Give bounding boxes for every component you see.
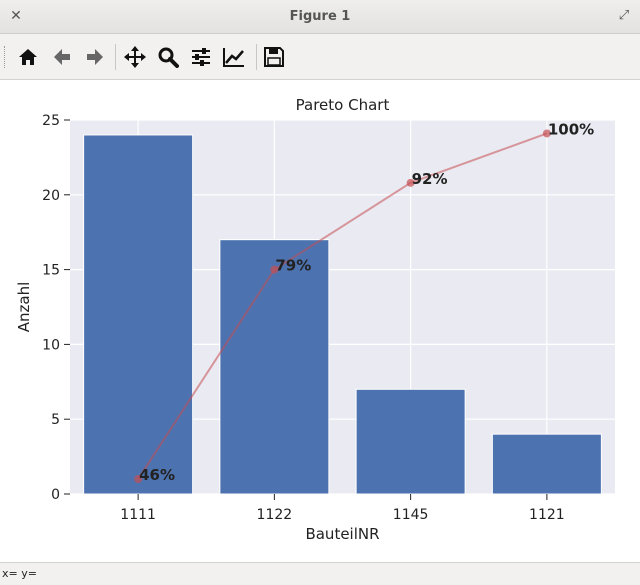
cumulative-point bbox=[542, 129, 551, 138]
cumulative-point bbox=[270, 265, 279, 274]
figure-canvas[interactable]: 46% 79% 92% 100% 0 5 10 15 20 25 1111 1122 1145 112… bbox=[0, 80, 640, 562]
pan-button[interactable] bbox=[120, 42, 150, 72]
cumulative-line-path bbox=[137, 132, 548, 480]
toolbar-separator bbox=[115, 44, 116, 70]
cumulative-percent-label: 79% bbox=[275, 257, 311, 275]
home-icon bbox=[19, 49, 37, 65]
cumulative-percent-label: 46% bbox=[139, 466, 175, 484]
x-axis-label: BauteilNR bbox=[305, 525, 379, 543]
cumulative-point bbox=[406, 178, 415, 187]
toolbar-separator bbox=[256, 44, 257, 70]
y-tick-label: 20 bbox=[42, 188, 60, 204]
title-bar: ✕ Figure 1 ⤢ bbox=[0, 0, 640, 34]
save-icon bbox=[264, 47, 284, 67]
save-button[interactable] bbox=[259, 42, 289, 72]
cumulative-percent-label: 92% bbox=[412, 170, 448, 188]
forward-button[interactable] bbox=[80, 42, 110, 72]
x-tick-label: 1145 bbox=[393, 507, 429, 523]
back-button[interactable] bbox=[47, 42, 77, 72]
y-axis-label: Anzahl bbox=[15, 282, 33, 333]
maximize-icon[interactable]: ⤢ bbox=[618, 8, 630, 23]
bars bbox=[83, 134, 602, 495]
y-tick-label: 0 bbox=[51, 487, 60, 503]
pan-icon bbox=[124, 46, 146, 68]
subplots-button[interactable] bbox=[186, 42, 216, 72]
edit-curves-button[interactable] bbox=[219, 42, 249, 72]
x-tick-label: 1122 bbox=[257, 507, 293, 523]
coordinates-readout: x= y= bbox=[2, 567, 37, 580]
y-tick-label: 15 bbox=[42, 263, 60, 279]
status-bar: x= y= bbox=[0, 562, 640, 585]
zoom-button[interactable] bbox=[153, 42, 183, 72]
forward-arrow-icon bbox=[87, 49, 103, 65]
y-tick-label: 5 bbox=[51, 412, 60, 428]
bar-1111 bbox=[83, 134, 194, 495]
home-button[interactable] bbox=[13, 42, 43, 72]
zoom-icon bbox=[158, 47, 179, 68]
cumulative-line: 46% 79% 92% 100% bbox=[134, 120, 594, 484]
subplots-icon bbox=[192, 48, 210, 66]
cumulative-point bbox=[134, 475, 143, 484]
cumulative-percent-label: 100% bbox=[548, 120, 594, 138]
window-title: Figure 1 bbox=[289, 9, 351, 24]
y-tick-label: 10 bbox=[42, 337, 60, 353]
bar-1121 bbox=[491, 433, 602, 495]
bar-1122 bbox=[219, 239, 330, 495]
x-ticks: 1111 1122 1145 1121 bbox=[120, 494, 565, 523]
toolbar-grip bbox=[4, 46, 8, 68]
pareto-chart: 46% 79% 92% 100% 0 5 10 15 20 25 1111 1122 1145 112… bbox=[15, 96, 615, 543]
x-tick-label: 1121 bbox=[529, 507, 565, 523]
chart-title: Pareto Chart bbox=[296, 96, 390, 114]
y-tick-label: 25 bbox=[42, 113, 60, 129]
toolbar bbox=[0, 34, 640, 80]
edit-curves-icon bbox=[223, 48, 244, 67]
close-icon[interactable]: ✕ bbox=[10, 8, 22, 24]
back-arrow-icon bbox=[54, 49, 70, 65]
y-ticks: 0 5 10 15 20 25 bbox=[42, 113, 70, 503]
bar-1145 bbox=[355, 388, 466, 495]
x-tick-label: 1111 bbox=[120, 507, 156, 523]
